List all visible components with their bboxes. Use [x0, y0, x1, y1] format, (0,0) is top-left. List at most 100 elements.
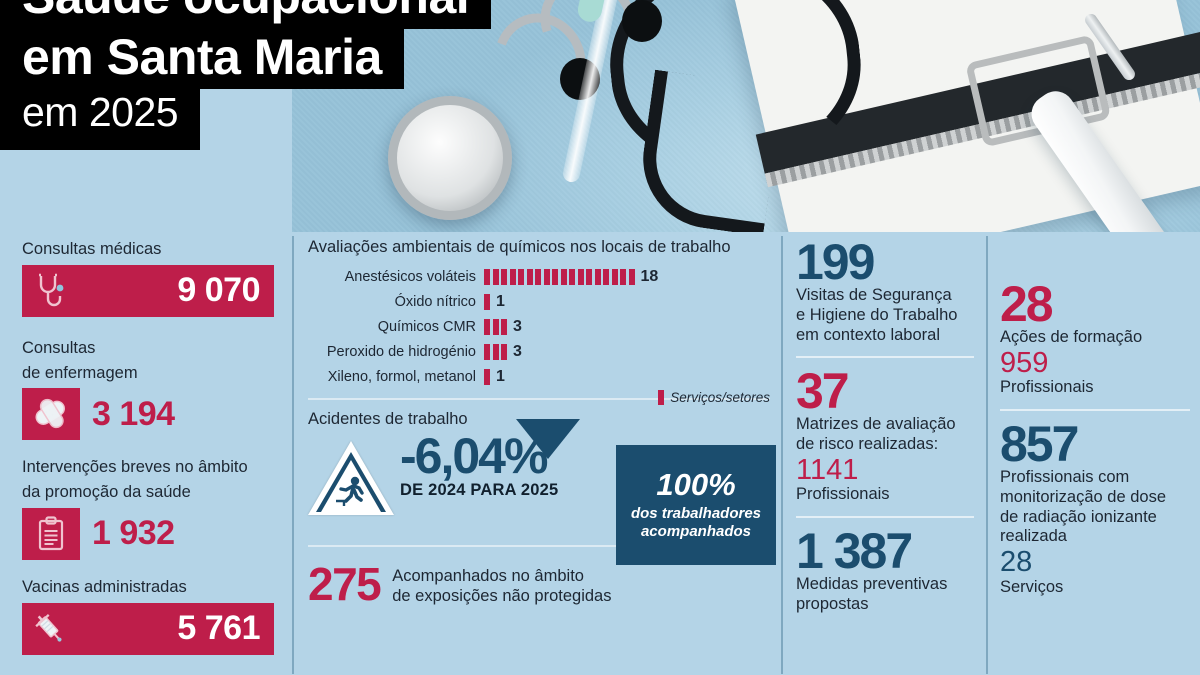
- section-divider-2: [308, 545, 770, 547]
- stat-sub-caption: Profissionais: [1000, 378, 1094, 397]
- stat-label: Vacinas administradas: [22, 577, 187, 596]
- chemical-bar-chart: Anestésicos voláteis 18 Óxido nítrico 1: [308, 267, 770, 405]
- column-divider-3: [986, 236, 988, 674]
- medical-photo-backdrop: SANTA MARIA: [292, 0, 1200, 232]
- chart-row: Químicos CMR 3: [308, 317, 770, 336]
- stat-value: 37: [796, 363, 850, 420]
- stat-value: 5 761: [177, 609, 260, 648]
- syringe-icon: [22, 611, 78, 647]
- stat-vacinas-administradas: Vacinas administradas: [22, 578, 284, 655]
- stat-label-line-1: Intervenções breves no âmbito: [22, 458, 248, 477]
- stat-value-bar: 5 761: [22, 602, 274, 655]
- exposures-caption-line-2: de exposições não protegidas: [392, 586, 612, 605]
- stat-value: 9 070: [177, 271, 260, 310]
- stat-intervencoes-breves: Intervenções breves no âmbito da promoçã…: [22, 458, 284, 560]
- accidents-block: -6,04% DE 2024 PARA 2025 100% dos trabal…: [308, 419, 776, 565]
- title-line-1: Saúde ocupacional: [0, 0, 492, 29]
- title-line-2: em Santa Maria: [0, 28, 404, 89]
- stat-visitas-seguranca: 199 Visitas de Segurança e Higiene do Tr…: [796, 234, 974, 345]
- left-statistics-column: Consultas médicas 9 070: [22, 240, 284, 675]
- chart-category-label: Anestésicos voláteis: [344, 268, 476, 285]
- stat-caption-line-2: de risco realizadas:: [796, 435, 939, 454]
- chart-value-label: 18: [640, 267, 659, 285]
- stat-caption-line-2: e Higiene do Trabalho: [796, 305, 958, 324]
- stat-value: 1 932: [92, 514, 175, 553]
- stat-label: Consultas médicas: [22, 240, 162, 258]
- chart-value-label: 1: [496, 367, 505, 385]
- stat-value: 857: [1000, 416, 1079, 473]
- section-divider: [308, 398, 770, 400]
- stat-caption-line-1: Visitas de Segurança: [796, 286, 952, 304]
- column-divider-1: [292, 236, 294, 674]
- column-divider-2: [781, 236, 783, 674]
- stat-value-bar: 9 070: [22, 264, 274, 317]
- exposures-value: 275: [308, 558, 382, 610]
- stat-value: 1 387: [796, 523, 913, 580]
- slip-hazard-warning-icon: [308, 441, 394, 519]
- stat-label-line-2: de enfermagem: [22, 363, 138, 382]
- chart-row: Xileno, formol, metanol 1: [308, 367, 770, 386]
- chart-value-label: 3: [513, 342, 522, 360]
- stat-consultas-medicas: Consultas médicas 9 070: [22, 240, 284, 317]
- workers-followed-value: 100%: [656, 467, 736, 503]
- chart-bar-ticks: [484, 293, 490, 310]
- stat-caption-line-3: em contexto laboral: [796, 325, 940, 344]
- stat-medidas-preventivas: 1 387 Medidas preventivas propostas: [796, 523, 974, 615]
- title-line-3: em 2025: [0, 89, 201, 151]
- stat-caption-line-3: de radiação ionizante: [1000, 507, 1157, 526]
- legend-label: Serviços/setores: [670, 390, 770, 405]
- stat-label-line-2: da promoção da saúde: [22, 483, 191, 502]
- stat-sub-value: 959: [1000, 346, 1049, 379]
- chart-value-label: 3: [513, 317, 522, 335]
- stat-caption-line-4: realizada: [1000, 527, 1067, 546]
- stat-value: 3 194: [92, 394, 175, 433]
- stat-monitorizacao-radiacao: 857 Profissionais com monitorização de d…: [1000, 416, 1190, 597]
- page-title: Saúde ocupacional em Santa Maria em 2025: [0, 0, 492, 151]
- stat-acoes-formacao: 28 Ações de formação 959 Profissionais: [1000, 276, 1190, 398]
- stat-sub-value: 1141: [796, 453, 859, 486]
- chart-category-label: Xileno, formol, metanol: [327, 368, 476, 385]
- accidents-period-label: DE 2024 PARA 2025: [400, 480, 559, 499]
- chart-value-label: 1: [496, 292, 505, 310]
- chart-row: Peroxido de hidrogénio 3: [308, 342, 770, 361]
- column-3-statistics: 199 Visitas de Segurança e Higiene do Tr…: [796, 234, 974, 615]
- chart-category-label: Óxido nítrico: [394, 293, 476, 310]
- stat-matrizes-risco: 37 Matrizes de avaliação de risco realiz…: [796, 363, 974, 505]
- content-area: Consultas médicas 9 070: [0, 232, 1200, 675]
- accidents-section-title: Acidentes de trabalho: [308, 410, 468, 428]
- chart-category-label: Peroxido de hidrogénio: [326, 343, 476, 360]
- chart-bar-ticks: [484, 368, 490, 385]
- chart-bar-ticks: [484, 343, 507, 360]
- stethoscope-icon: [22, 273, 78, 309]
- chart-bar-ticks: [484, 268, 635, 285]
- column-4-statistics: 28 Ações de formação 959 Profissionais 8…: [1000, 276, 1190, 597]
- stat-value: 199: [796, 234, 875, 290]
- stat-value: 28: [1000, 276, 1054, 332]
- stat-divider: [796, 356, 974, 359]
- stethoscope-earpiece-left: [622, 0, 662, 42]
- stethoscope-chestpiece: [388, 96, 512, 220]
- chart-bar-ticks: [484, 318, 507, 335]
- decrease-arrow-icon: [516, 419, 580, 459]
- stat-label-line-1: Consultas: [22, 338, 96, 357]
- exposures-caption-line-1: Acompanhados no âmbito: [392, 567, 584, 585]
- bandage-icon: [22, 388, 80, 441]
- stat-caption-line-1: Matrizes de avaliação: [796, 415, 956, 434]
- chart-row: Anestésicos voláteis 18: [308, 267, 770, 286]
- middle-column: Avaliações ambientais de químicos nos lo…: [308, 238, 776, 610]
- stat-sub-caption: Serviços: [1000, 577, 1064, 596]
- legend-swatch: [658, 390, 665, 405]
- stat-caption-line-1: Profissionais com: [1000, 468, 1130, 487]
- chart-legend: Serviços/setores: [658, 390, 770, 405]
- workers-followed-box: 100% dos trabalhadores acompanhados: [616, 445, 776, 565]
- stat-divider: [796, 516, 974, 519]
- workers-followed-line-2: acompanhados: [640, 523, 751, 540]
- stat-caption-line-2: propostas: [796, 595, 869, 614]
- stat-consultas-enfermagem: Consultas de enfermagem: [22, 339, 284, 441]
- stat-sub-caption: Profissionais: [796, 485, 890, 504]
- exposures-block: 275 Acompanhados no âmbito de exposições…: [308, 558, 770, 610]
- stat-divider: [1000, 409, 1190, 412]
- stat-sub-value: 28: [1000, 546, 1033, 579]
- stat-caption-line-1: Ações de formação: [1000, 328, 1143, 346]
